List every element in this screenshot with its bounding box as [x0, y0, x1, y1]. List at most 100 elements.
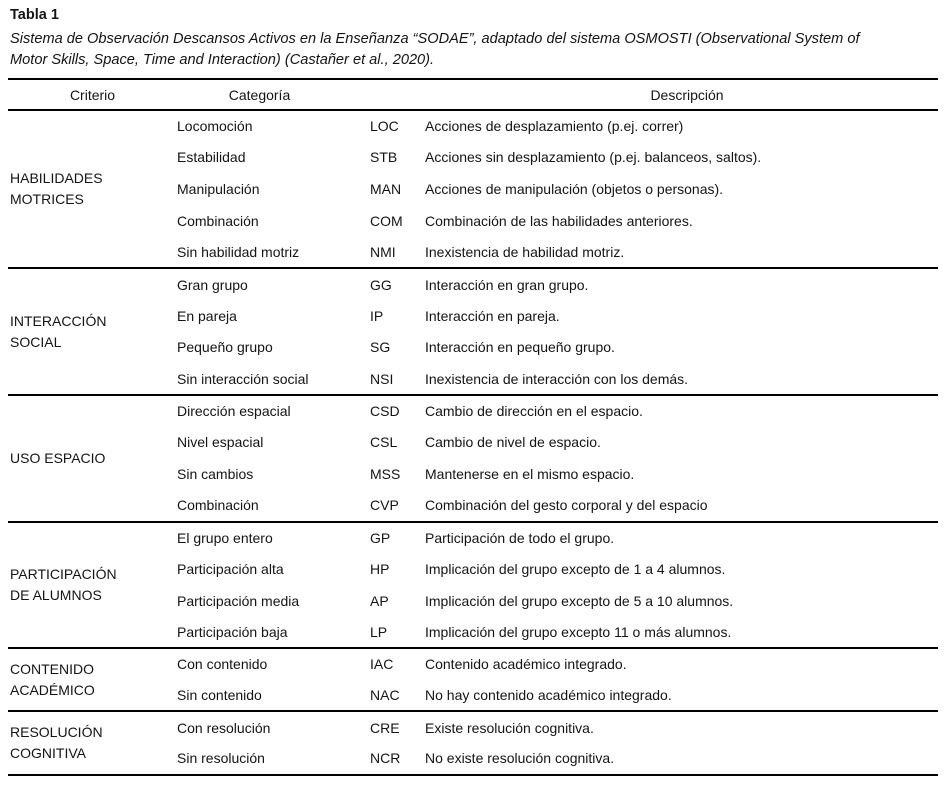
- descripcion-cell: Inexistencia de interacción con los demá…: [425, 370, 689, 387]
- codigo-cell: MAN: [370, 181, 402, 198]
- categoria-cell: Sin cambios: [177, 466, 254, 483]
- categoria-cell: Sin habilidad motriz: [177, 243, 300, 260]
- criterio-label-line: HABILIDADES: [10, 170, 103, 187]
- table-row: Participación alta HP Implicación del grup…: [8, 553, 938, 585]
- criterio-label-line: ACADÉMICO: [10, 681, 95, 698]
- criterio-label-line: RESOLUCIÓN: [10, 724, 103, 741]
- descripcion-cell: Combinación de las habilidades anteriore…: [425, 212, 693, 229]
- criterio-cell: RESOLUCIÓN COGNITIVA: [8, 710, 177, 775]
- categoria-cell: Pequeño grupo: [177, 339, 273, 356]
- codigo-cell: STB: [370, 149, 398, 166]
- table-row: RESOLUCIÓN COGNITIVA Con resolución CRE Exis…: [8, 710, 939, 775]
- descripcion-cell: Interacción en pareja.: [425, 307, 560, 324]
- codigo-cell: AP: [370, 592, 389, 609]
- categoria-cell: Con resolución: [177, 710, 370, 744]
- categoria-cell: Gran grupo: [177, 267, 370, 300]
- codigo-cell: NMI: [370, 243, 396, 260]
- observation-table: Criterio Categoría Descripción HABILIDAD…: [8, 78, 939, 776]
- table-row: Combinación CVP Combinación del gesto corp…: [8, 490, 938, 522]
- codigo-cell: SG: [370, 339, 391, 356]
- codigo-cell: CSL: [370, 434, 398, 451]
- table-row: Sin habilidad motriz NMI Inexistencia de h…: [8, 237, 938, 269]
- criterio-label-line: PARTICIPACIÓN: [10, 565, 117, 582]
- categoria-cell: Con contenido: [177, 647, 370, 680]
- descripcion-cell: Combinación del gesto corporal y del esp…: [425, 497, 708, 514]
- categoria-cell: El grupo entero: [177, 520, 370, 554]
- descripcion-cell: Acciones de manipulación (objetos o pers…: [425, 181, 724, 198]
- codigo-cell: CSD: [370, 393, 425, 427]
- descripcion-cell: Existe resolución cognitiva.: [425, 710, 939, 744]
- table-row: CONTENIDO ACADÉMICO Con contenido IAC Conten…: [8, 647, 939, 712]
- criterio-cell: INTERACCIÓN SOCIAL: [8, 267, 177, 395]
- categoria-cell: Dirección espacial: [177, 393, 370, 427]
- codigo-cell: HP: [370, 561, 390, 578]
- codigo-cell: COM: [370, 212, 403, 229]
- table-row: USO ESPACIO Dirección espacial CSD Cambio d…: [8, 393, 939, 522]
- table-row: Sin resolución NCR No existe resolución co…: [8, 743, 938, 775]
- categoria-cell: Combinación: [177, 497, 259, 514]
- categoria-cell: Participación media: [177, 592, 300, 609]
- descripcion-cell: Contenido académico integrado.: [425, 647, 939, 680]
- descripcion-cell: Interacción en pequeño grupo.: [425, 339, 615, 356]
- categoria-cell: Estabilidad: [177, 149, 246, 166]
- descripcion-cell: No existe resolución cognitiva.: [425, 750, 615, 767]
- table-caption-line-1: Sistema de Observación Descansos Activos…: [10, 31, 860, 47]
- table-row: Combinación COM Combinación de las habilid…: [8, 205, 938, 237]
- codigo-cell: NSI: [370, 370, 394, 387]
- descripcion-cell: Inexistencia de habilidad motriz.: [425, 243, 625, 260]
- criterio-label-line: USO ESPACIO: [10, 449, 106, 466]
- categoria-cell: Sin contenido: [177, 687, 262, 704]
- codigo-cell: MSS: [370, 466, 401, 483]
- codigo-cell: LOC: [370, 118, 399, 135]
- descripcion-cell: Acciones sin desplazamiento (p.ej. balan…: [425, 149, 762, 166]
- categoria-cell: Sin resolución: [177, 750, 265, 767]
- codigo-cell: NCR: [370, 750, 401, 767]
- categoria-cell: En pareja: [177, 307, 237, 324]
- codigo-cell: CVP: [370, 497, 399, 514]
- descripcion-cell: Acciones de desplazamiento (p.ej. correr…: [425, 118, 684, 135]
- table-row: Nivel espacial CSL Cambio de nivel de espa…: [8, 427, 938, 459]
- criterio-label-line: MOTRICES: [10, 191, 84, 208]
- table-row: HABILIDADES MOTRICES Locomoción LOC Acciones…: [8, 110, 938, 207]
- categoria-cell: Locomoción: [177, 118, 253, 135]
- descripcion-cell: Implicación del grupo excepto de 1 a 4 a…: [425, 561, 726, 578]
- categoria-cell: Sin interacción social: [177, 370, 309, 387]
- categoria-cell: Combinación: [177, 212, 259, 229]
- categoria-cell: Nivel espacial: [177, 434, 264, 451]
- table-row: Sin cambios MSS Mantenerse en el mismo esp…: [8, 458, 938, 490]
- table-header: Criterio Categoría Descripción: [8, 79, 939, 111]
- header-categoria: Categoría: [177, 79, 370, 111]
- descripcion-cell: No hay contenido académico integrado.: [425, 687, 672, 704]
- table-row: Pequeño grupo SG Interacción en pequeño gr…: [8, 332, 938, 364]
- header-row: Criterio Categoría Descripción: [8, 79, 939, 111]
- header-descripcion: Descripción: [370, 79, 939, 111]
- criterio-cell: HABILIDADES MOTRICES: [8, 110, 177, 268]
- descripcion-cell: Cambio de dirección en el espacio.: [425, 393, 939, 427]
- table-row: Sin interacción social NSI Inexistencia de…: [8, 363, 938, 395]
- codigo-cell: IP: [370, 307, 384, 324]
- table-caption: Sistema de Observación Descansos Activos…: [10, 29, 935, 71]
- descripcion-cell: Implicación del grupo excepto de 5 a 10 …: [425, 592, 734, 609]
- table-row: En pareja IP Interacción en pareja.: [8, 300, 938, 332]
- descripcion-cell: Participación de todo el grupo.: [425, 520, 939, 554]
- criterio-label-line: CONTENIDO: [10, 660, 94, 677]
- table-row: PARTICIPACIÓN DE ALUMNOS El grupo entero GP…: [8, 520, 939, 649]
- criterio-label-line: DE ALUMNOS: [10, 586, 102, 603]
- descripcion-cell: Implicación del grupo excepto 11 o más a…: [425, 623, 732, 640]
- criterio-label-line: COGNITIVA: [10, 745, 86, 762]
- criterio-label-line: SOCIAL: [10, 333, 62, 350]
- table-row: Participación media AP Implicación del gru…: [8, 585, 938, 617]
- categoria-cell: Manipulación: [177, 181, 260, 198]
- table-caption-line-2: Motor Skills, Space, Time and Interactio…: [10, 52, 435, 68]
- table-label: Tabla 1: [10, 7, 59, 23]
- table-row: Estabilidad STB Acciones sin desplazamient…: [8, 142, 938, 174]
- codigo-cell: CRE: [370, 710, 425, 744]
- categoria-cell: Participación alta: [177, 561, 284, 578]
- criterio-cell: PARTICIPACIÓN DE ALUMNOS: [8, 520, 177, 649]
- descripcion-cell: Interacción en gran grupo.: [425, 267, 939, 300]
- codigo-cell: GG: [370, 267, 425, 300]
- codigo-cell: NAC: [370, 687, 400, 704]
- table-body: HABILIDADES MOTRICES Locomoción LOC Acciones…: [8, 110, 939, 775]
- table-row: Sin contenido NAC No hay contenido académi…: [8, 680, 938, 712]
